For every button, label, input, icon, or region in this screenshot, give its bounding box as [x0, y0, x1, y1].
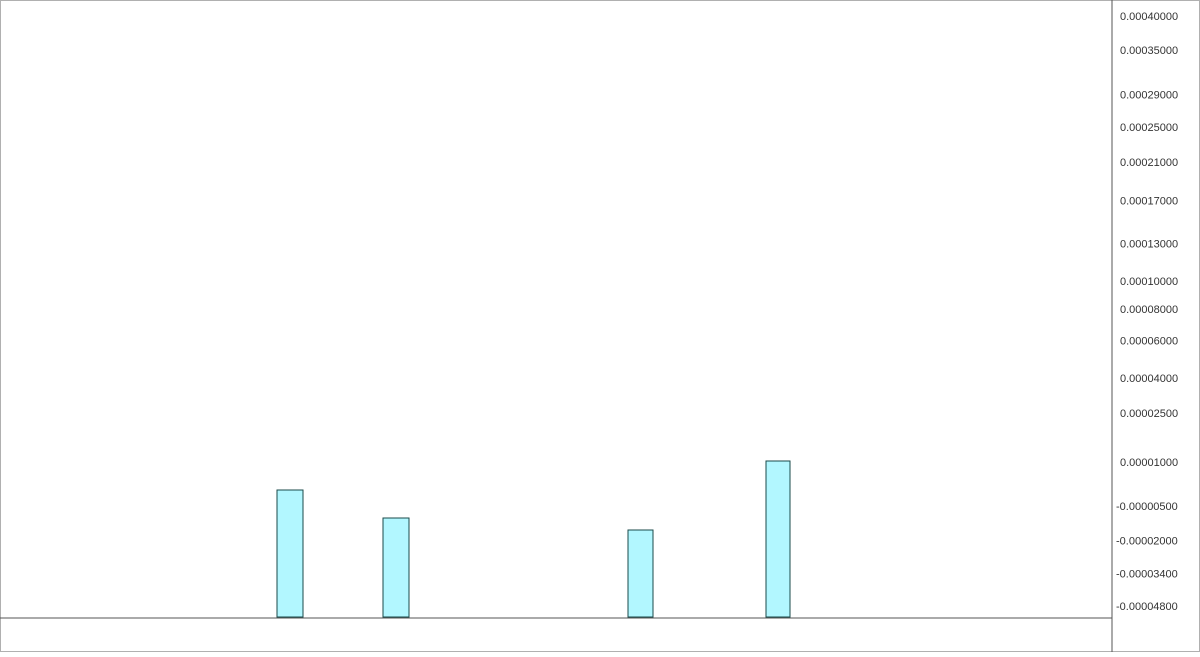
highlight-box — [765, 460, 791, 618]
y-tick-label: 0.00040000 — [1120, 11, 1178, 23]
axes: 0.00040000 0.00035000 0.00029000 0.00025000… — [1116, 11, 1178, 613]
y-tick-label: 0.00006000 — [1120, 335, 1178, 347]
highlight-box — [382, 517, 410, 618]
y-tick-label: 0.00001000 — [1120, 457, 1178, 469]
y2-tick-label: -0.00004800 — [1116, 601, 1178, 613]
y-tick-label: 0.00021000 — [1120, 157, 1178, 169]
highlight-box — [627, 529, 654, 618]
highlight-boxes — [276, 460, 791, 618]
y-tick-label: 0.00010000 — [1120, 276, 1178, 288]
y-tick-label: 0.00029000 — [1120, 90, 1178, 102]
y-tick-label: 0.00008000 — [1120, 304, 1178, 316]
y2-tick-label: -0.00000500 — [1116, 501, 1178, 513]
y-tick-label: 0.00035000 — [1120, 45, 1178, 57]
highlight-box — [276, 489, 304, 618]
y-tick-label: 0.00013000 — [1120, 239, 1178, 251]
y2-tick-label: -0.00003400 — [1116, 568, 1178, 580]
y-tick-label: 0.00025000 — [1120, 122, 1178, 134]
y-tick-label: 0.00017000 — [1120, 195, 1178, 207]
y-tick-label: 0.00002500 — [1120, 408, 1178, 420]
y2-tick-label: -0.00002000 — [1116, 536, 1178, 548]
y-tick-label: 0.00004000 — [1120, 373, 1178, 385]
